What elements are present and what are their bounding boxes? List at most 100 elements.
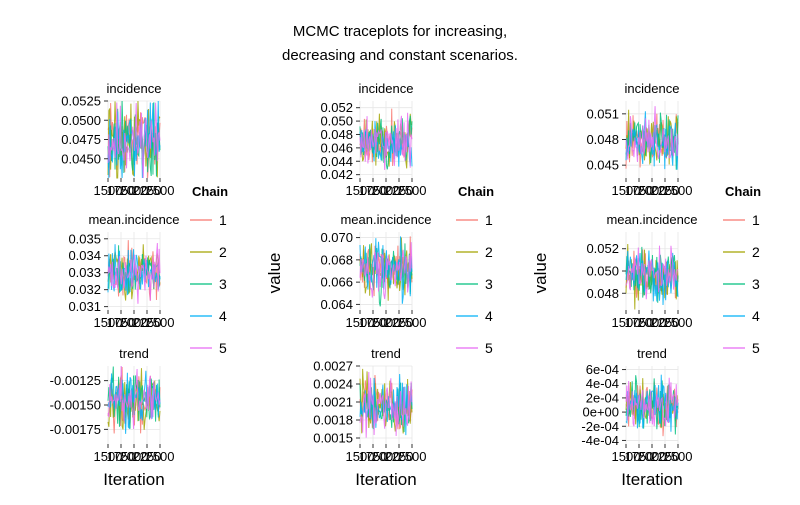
y-axis-title: value: [531, 253, 550, 294]
strip-label: trend: [637, 346, 667, 361]
y-tick-label: 0.0015: [313, 431, 353, 446]
x-tick-label: 1500: [612, 449, 641, 464]
x-tick-label: 2250: [385, 449, 414, 464]
y-tick-label: 0.032: [68, 282, 101, 297]
legend-label-chain-4: 4: [752, 308, 760, 324]
trace-line-chain-5: [107, 243, 161, 304]
strip-label: mean.incidence: [88, 212, 179, 227]
y-tick-label: 0.035: [68, 231, 101, 246]
legend: Chain 1 2 3 4 5: [456, 184, 494, 356]
x-tick-label: 1500: [346, 315, 375, 330]
y-tick-label: 0.0450: [61, 151, 101, 166]
panel-mean-incidence: mean.incidence 0.064 0.066 0.068 0.070 150017…: [320, 212, 431, 330]
legend-title: Chain: [725, 184, 761, 199]
y-tick-label: 6e-04: [586, 362, 619, 377]
y-tick-label: -0.00150: [50, 398, 101, 413]
panel-incidence: incidence 0.0450 0.0475 0.0500 0.0525 1500175…: [61, 81, 174, 198]
trace-line-chain-5: [625, 245, 679, 300]
x-tick-label: 1750: [625, 449, 654, 464]
trace-line-chain-4: [625, 111, 679, 170]
x-tick-label: 2000: [372, 183, 401, 198]
trace-line-chain-2: [359, 368, 413, 434]
chart-title-line-2: decreasing and constant scenarios.: [282, 47, 518, 64]
y-tick-label: 0.070: [320, 230, 353, 245]
legend-label-chain-5: 5: [219, 340, 227, 356]
y-tick-label: 0.042: [320, 167, 353, 182]
x-tick-label: 1500: [94, 315, 123, 330]
y-tick-label: 0.034: [68, 248, 101, 263]
legend-label-chain-2: 2: [485, 244, 493, 260]
x-axis-title: Iteration: [621, 470, 682, 489]
x-tick-label: 2000: [372, 315, 401, 330]
x-tick-label: 2500: [398, 315, 427, 330]
y-tick-label: 0.048: [586, 286, 619, 301]
x-tick-label: 2000: [638, 183, 667, 198]
x-tick-label: 2250: [385, 183, 414, 198]
panel-incidence: incidence 0.045 0.048 0.051 1500175020002250…: [586, 81, 692, 198]
y-tick-label: 0.0018: [313, 413, 353, 428]
y-tick-label: 0.051: [586, 106, 619, 121]
trace-line-chain-5: [107, 102, 161, 179]
strip-label: mean.incidence: [340, 212, 431, 227]
panel-trend: trend -0.00175 -0.00150 -0.00125 15001750200…: [50, 346, 175, 464]
y-tick-label: 0.044: [320, 154, 353, 169]
x-tick-label: 1750: [359, 183, 388, 198]
y-tick-label: 0.0027: [313, 359, 353, 374]
x-tick-label: 2500: [398, 183, 427, 198]
x-tick-label: 1750: [625, 315, 654, 330]
trace-line-chain-5: [107, 365, 161, 430]
y-tick-label: -0.00125: [50, 373, 101, 388]
y-tick-label: -2e-04: [581, 419, 619, 434]
x-tick-label: 2250: [651, 183, 680, 198]
x-tick-label: 1750: [107, 183, 136, 198]
y-tick-label: 0.064: [320, 297, 353, 312]
y-tick-label: 0.050: [320, 114, 353, 129]
y-tick-label: 2e-04: [586, 390, 619, 405]
legend-label-chain-3: 3: [485, 276, 493, 292]
x-tick-label: 2000: [120, 315, 149, 330]
x-tick-label: 2000: [372, 449, 401, 464]
strip-label: incidence: [359, 81, 414, 96]
y-tick-label: 0.068: [320, 252, 353, 267]
trace-line-chain-5: [359, 372, 413, 438]
panel-mean-incidence: mean.incidence 0.048 0.050 0.052 15001750200…: [586, 212, 697, 330]
legend-label-chain-5: 5: [752, 340, 760, 356]
y-tick-label: 0.048: [586, 132, 619, 147]
x-tick-label: 2500: [146, 449, 175, 464]
y-tick-label: 4e-04: [586, 376, 619, 391]
strip-label: incidence: [107, 81, 162, 96]
y-tick-label: 0.050: [586, 264, 619, 279]
y-tick-label: 0.0500: [61, 113, 101, 128]
y-tick-label: 0.0475: [61, 132, 101, 147]
y-tick-label: 0.0024: [313, 377, 353, 392]
x-tick-label: 2000: [120, 449, 149, 464]
y-tick-label: 0.031: [68, 299, 101, 314]
y-axis-title: value: [265, 253, 284, 294]
strip-label: trend: [119, 346, 149, 361]
trace-line-chain-5: [359, 242, 413, 300]
y-tick-label: 0.0525: [61, 94, 101, 109]
trace-line-chain-4: [625, 374, 679, 432]
x-tick-label: 2250: [133, 183, 162, 198]
y-tick-label: 0.048: [320, 127, 353, 142]
x-tick-label: 1500: [346, 449, 375, 464]
x-tick-label: 2250: [133, 449, 162, 464]
legend-label-chain-2: 2: [752, 244, 760, 260]
legend-label-chain-3: 3: [219, 276, 227, 292]
legend-label-chain-2: 2: [219, 244, 227, 260]
trace-line-chain-2: [107, 244, 161, 301]
x-tick-label: 1500: [612, 183, 641, 198]
y-tick-label: 0.046: [320, 140, 353, 155]
trace-line-chain-5: [359, 112, 413, 170]
x-tick-label: 2500: [664, 183, 693, 198]
legend-label-chain-3: 3: [752, 276, 760, 292]
x-axis-title: Iteration: [103, 470, 164, 489]
y-tick-label: 0.052: [320, 100, 353, 115]
y-tick-label: 0.066: [320, 275, 353, 290]
legend: Chain 1 2 3 4 5: [723, 184, 761, 356]
x-tick-label: 1750: [107, 449, 136, 464]
y-tick-label: 0.052: [586, 241, 619, 256]
x-tick-label: 2250: [651, 449, 680, 464]
